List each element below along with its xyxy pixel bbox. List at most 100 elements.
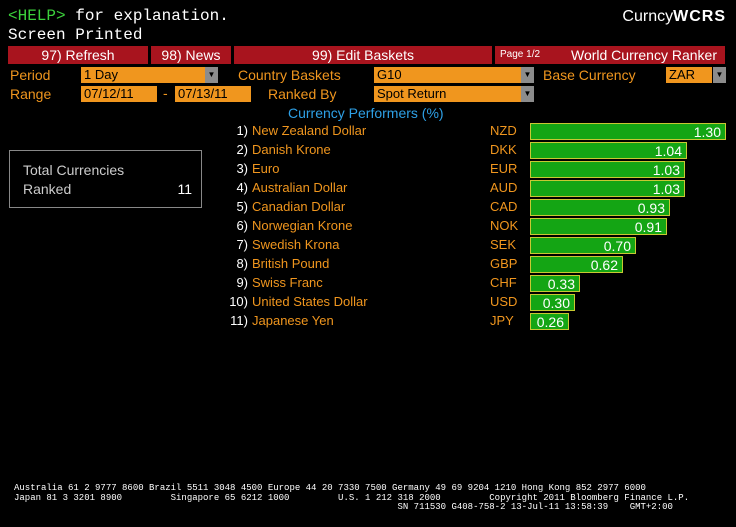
- performance-value: 0.33: [547, 276, 575, 292]
- currency-name[interactable]: New Zealand Dollar: [252, 123, 367, 138]
- currency-name[interactable]: Euro: [252, 161, 280, 176]
- summary-label-line2: Ranked: [23, 181, 72, 197]
- range-start-input[interactable]: 07/12/11: [81, 86, 157, 102]
- currency-code: CAD: [490, 199, 518, 214]
- performance-bar: 1.03: [530, 180, 685, 197]
- performance-bar: 0.62: [530, 256, 623, 273]
- performance-bar: 0.91: [530, 218, 667, 235]
- rank-number: 11): [230, 313, 248, 328]
- currency-name[interactable]: Japanese Yen: [252, 313, 334, 328]
- table-row[interactable]: 2) Danish Krone DKK 1.04: [0, 141, 736, 160]
- currency-code: CHF: [490, 275, 517, 290]
- rank-number: 5): [236, 199, 248, 214]
- performance-value: 1.30: [693, 124, 721, 140]
- currency-name[interactable]: British Pound: [252, 256, 330, 271]
- range-end-input[interactable]: 07/13/11: [175, 86, 251, 102]
- currency-name[interactable]: Danish Krone: [252, 142, 331, 157]
- footer-line-3: SN 711530 G408-758-2 13-Jul-11 13:58:39 …: [14, 502, 673, 512]
- base-currency-select[interactable]: ZAR: [666, 67, 712, 83]
- currency-code: NOK: [490, 218, 519, 233]
- performance-bar: 0.33: [530, 275, 580, 292]
- news-button[interactable]: 98) News: [151, 46, 231, 64]
- help-text: for explanation.: [65, 7, 229, 25]
- performance-value: 1.04: [654, 143, 682, 159]
- rank-number: 7): [236, 237, 248, 252]
- performance-value: 0.30: [542, 295, 570, 311]
- performance-value: 0.26: [536, 314, 564, 330]
- section-title: Currency Performers (%): [288, 105, 444, 121]
- currency-name[interactable]: Australian Dollar: [252, 180, 348, 195]
- base-currency-dropdown-icon[interactable]: ▼: [713, 67, 726, 83]
- summary-value: 11: [177, 181, 192, 197]
- performance-bar: 0.93: [530, 199, 670, 216]
- rank-number: 2): [236, 142, 248, 157]
- help-key[interactable]: <HELP>: [8, 7, 66, 25]
- rank-number: 10): [229, 294, 248, 309]
- currency-name[interactable]: Norwegian Krone: [252, 218, 353, 233]
- currency-code: GBP: [490, 256, 518, 271]
- ranked-by-label: Ranked By: [268, 86, 337, 102]
- currency-code: USD: [490, 294, 518, 309]
- app-title: CurncyWCRS: [622, 8, 726, 26]
- table-row[interactable]: 9) Swiss Franc CHF 0.33: [0, 274, 736, 293]
- country-baskets-dropdown-icon[interactable]: ▼: [521, 67, 534, 83]
- edit-baskets-button[interactable]: 99) Edit Baskets: [234, 46, 492, 64]
- table-row[interactable]: 5) Canadian Dollar CAD 0.93: [0, 198, 736, 217]
- table-row[interactable]: 3) Euro EUR 1.03: [0, 160, 736, 179]
- performance-bar: 1.30: [530, 123, 726, 140]
- table-row[interactable]: 10) United States Dollar USD 0.30: [0, 293, 736, 312]
- help-line: <HELP> for explanation.: [8, 7, 229, 25]
- ranked-by-select[interactable]: Spot Return: [374, 86, 521, 102]
- base-currency-label: Base Currency: [543, 67, 636, 83]
- rank-number: 3): [236, 161, 248, 176]
- app-title-function: WCRS: [673, 8, 726, 25]
- currency-code: EUR: [490, 161, 518, 176]
- rank-number: 1): [236, 123, 248, 138]
- performance-value: 1.03: [652, 162, 680, 178]
- currency-name[interactable]: United States Dollar: [252, 294, 368, 309]
- currency-name[interactable]: Canadian Dollar: [252, 199, 346, 214]
- footer-line-2: Japan 81 3 3201 8900 Singapore 65 6212 1…: [14, 492, 690, 503]
- performance-value: 0.62: [590, 257, 618, 273]
- app-title-prefix: Curncy: [622, 8, 674, 25]
- footer: Australia 61 2 9777 8600 Brazil 5511 304…: [14, 483, 690, 513]
- currency-code: JPY: [490, 313, 514, 328]
- period-select[interactable]: 1 Day: [81, 67, 205, 83]
- rank-number: 9): [236, 275, 248, 290]
- range-separator: -: [163, 85, 168, 101]
- title-bar: Page 1/2 World Currency Ranker: [495, 46, 725, 64]
- table-row[interactable]: 6) Norwegian Krone NOK 0.91: [0, 217, 736, 236]
- rank-number: 8): [236, 256, 248, 271]
- currency-name[interactable]: Swiss Franc: [252, 275, 323, 290]
- performance-value: 0.70: [603, 238, 631, 254]
- currency-name[interactable]: Swedish Krona: [252, 237, 340, 252]
- table-row[interactable]: 1) New Zealand Dollar NZD 1.30: [0, 122, 736, 141]
- performance-bar: 0.30: [530, 294, 575, 311]
- performance-value: 1.03: [652, 181, 680, 197]
- summary-label-line1: Total Currencies: [23, 162, 125, 178]
- currency-code: AUD: [490, 180, 518, 195]
- rank-number: 4): [236, 180, 248, 195]
- table-row[interactable]: 4) Australian Dollar AUD 1.03: [0, 179, 736, 198]
- ranker-title: World Currency Ranker: [570, 47, 717, 63]
- country-baskets-select[interactable]: G10: [374, 67, 521, 83]
- page-indicator[interactable]: Page 1/2: [500, 49, 541, 60]
- table-row[interactable]: 8) British Pound GBP 0.62: [0, 255, 736, 274]
- currency-code: NZD: [490, 123, 517, 138]
- period-label: Period: [10, 67, 51, 83]
- currency-code: DKK: [490, 142, 517, 157]
- currency-code: SEK: [490, 237, 517, 252]
- refresh-button[interactable]: 97) Refresh: [8, 46, 148, 64]
- performance-bar: 0.70: [530, 237, 636, 254]
- performance-bar: 1.03: [530, 161, 685, 178]
- table-row[interactable]: 11) Japanese Yen JPY 0.26: [0, 312, 736, 331]
- range-label: Range: [10, 86, 52, 102]
- performance-bar: 1.04: [530, 142, 687, 159]
- footer-line-1: Australia 61 2 9777 8600 Brazil 5511 304…: [14, 483, 646, 493]
- ranked-by-dropdown-icon[interactable]: ▼: [521, 86, 534, 102]
- summary-box: Total Currencies Ranked 11: [9, 150, 202, 208]
- table-row[interactable]: 7) Swedish Krona SEK 0.70: [0, 236, 736, 255]
- performance-value: 0.91: [634, 219, 662, 235]
- period-dropdown-icon[interactable]: ▼: [205, 67, 218, 83]
- screen-printed-label: Screen Printed: [8, 26, 143, 44]
